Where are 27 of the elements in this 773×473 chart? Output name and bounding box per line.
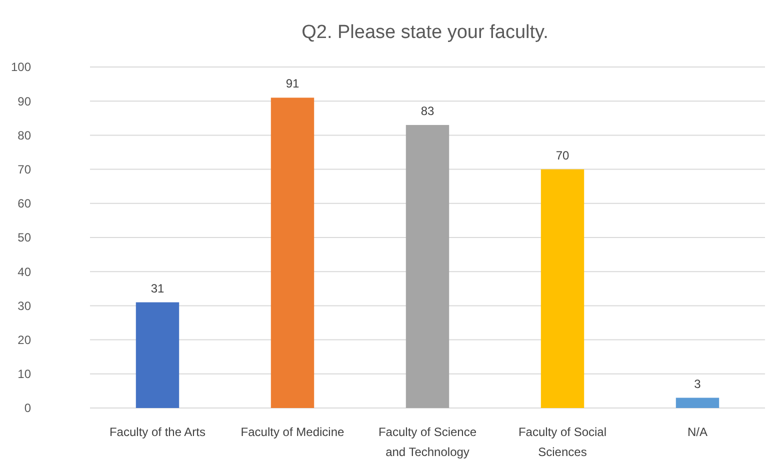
y-tick-label: 40 xyxy=(18,264,32,279)
y-tick-label: 50 xyxy=(18,230,32,245)
bar xyxy=(540,169,584,408)
y-tick-label: 0 xyxy=(24,401,32,416)
y-tick-label: 70 xyxy=(18,162,32,176)
data-label: 3 xyxy=(694,376,702,391)
data-label: 91 xyxy=(286,76,300,91)
y-tick-label: 60 xyxy=(18,196,32,211)
bar xyxy=(406,124,450,408)
data-label: 70 xyxy=(556,148,570,162)
x-tick-label: Faculty of Science and Technology xyxy=(378,425,477,459)
chart-title: Q2. Please state your faculty. xyxy=(302,22,548,43)
data-label: 31 xyxy=(150,281,164,296)
y-tick-label: 10 xyxy=(18,367,32,382)
x-tick-label: Faculty of the Arts xyxy=(109,425,206,439)
y-tick-label: 30 xyxy=(18,298,32,313)
y-tick-label: 100 xyxy=(10,60,32,74)
bar xyxy=(136,302,180,408)
bar xyxy=(676,398,720,408)
y-tick-label: 80 xyxy=(18,128,32,142)
data-label: 83 xyxy=(420,104,434,118)
x-tick-label: Faculty of Medicine xyxy=(240,425,345,439)
y-tick-label: 20 xyxy=(18,333,32,347)
bar xyxy=(270,98,314,408)
y-tick-label: 90 xyxy=(18,94,32,108)
x-tick-label: Faculty of Social Sciences xyxy=(518,425,607,459)
x-tick-label: N/A xyxy=(687,425,708,439)
